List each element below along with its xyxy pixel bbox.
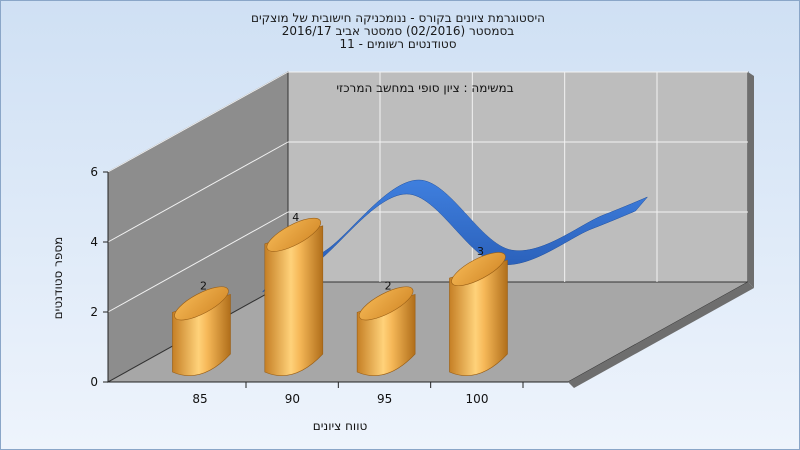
bar-body-1 [264,225,324,376]
grid-line-left-1 [107,211,289,313]
floor-edge [568,282,754,388]
x-axis-title: טווח ציונים [313,419,368,433]
bar-3: 3 [449,245,508,376]
bar-top-3 [451,252,506,287]
back-wall-edge [748,72,754,288]
bar-0: 2 [172,279,231,376]
y-tick-label-2: 4 [90,235,98,249]
y-tick-label-1: 2 [90,305,98,319]
y-ticks-layer: 0 2 4 6 [90,165,108,389]
x-ticks-layer: 85 90 95 100 [192,382,524,406]
chart-title-line-1: היסטוגרמת ציונים בקורס - ננומכניקה חישוב… [251,11,545,25]
inner-label: במשימה : ציון סופי במחשב המרכזי [336,81,513,95]
y-axis-title: מספר סטודנטים [51,237,65,320]
grid-line-left-3 [107,71,289,173]
grid-line-left-2 [107,141,289,243]
x-tick-label-3: 100 [466,392,489,406]
bars-layer: 2 4 2 3 [172,211,508,376]
x-tick-label-1: 90 [285,392,300,406]
grid-layer [107,71,748,313]
bar-1: 4 [264,211,324,376]
bar-value-label-3: 3 [477,245,484,258]
blue-area-curve [262,179,648,293]
bar-top-0 [174,286,229,321]
bar-2: 2 [356,279,416,376]
x-tick-label-2: 95 [377,392,392,406]
bar-value-label-0: 2 [200,279,207,292]
chart-title-line-2: בסמסטר (02/2016) סמסטר אביב 2016/17 [282,24,514,38]
y-tick-label-3: 6 [90,165,98,179]
bar-top-2 [358,286,414,321]
bar-top-1 [266,217,322,252]
bar-value-label-1: 4 [292,211,299,224]
y-tick-label-0: 0 [90,375,98,389]
chart-title-line-3: סטודנטים רשומים - 11 [339,37,456,51]
bar-value-label-2: 2 [385,279,392,292]
x-tick-label-0: 85 [192,392,207,406]
bar-body-3 [449,259,508,376]
